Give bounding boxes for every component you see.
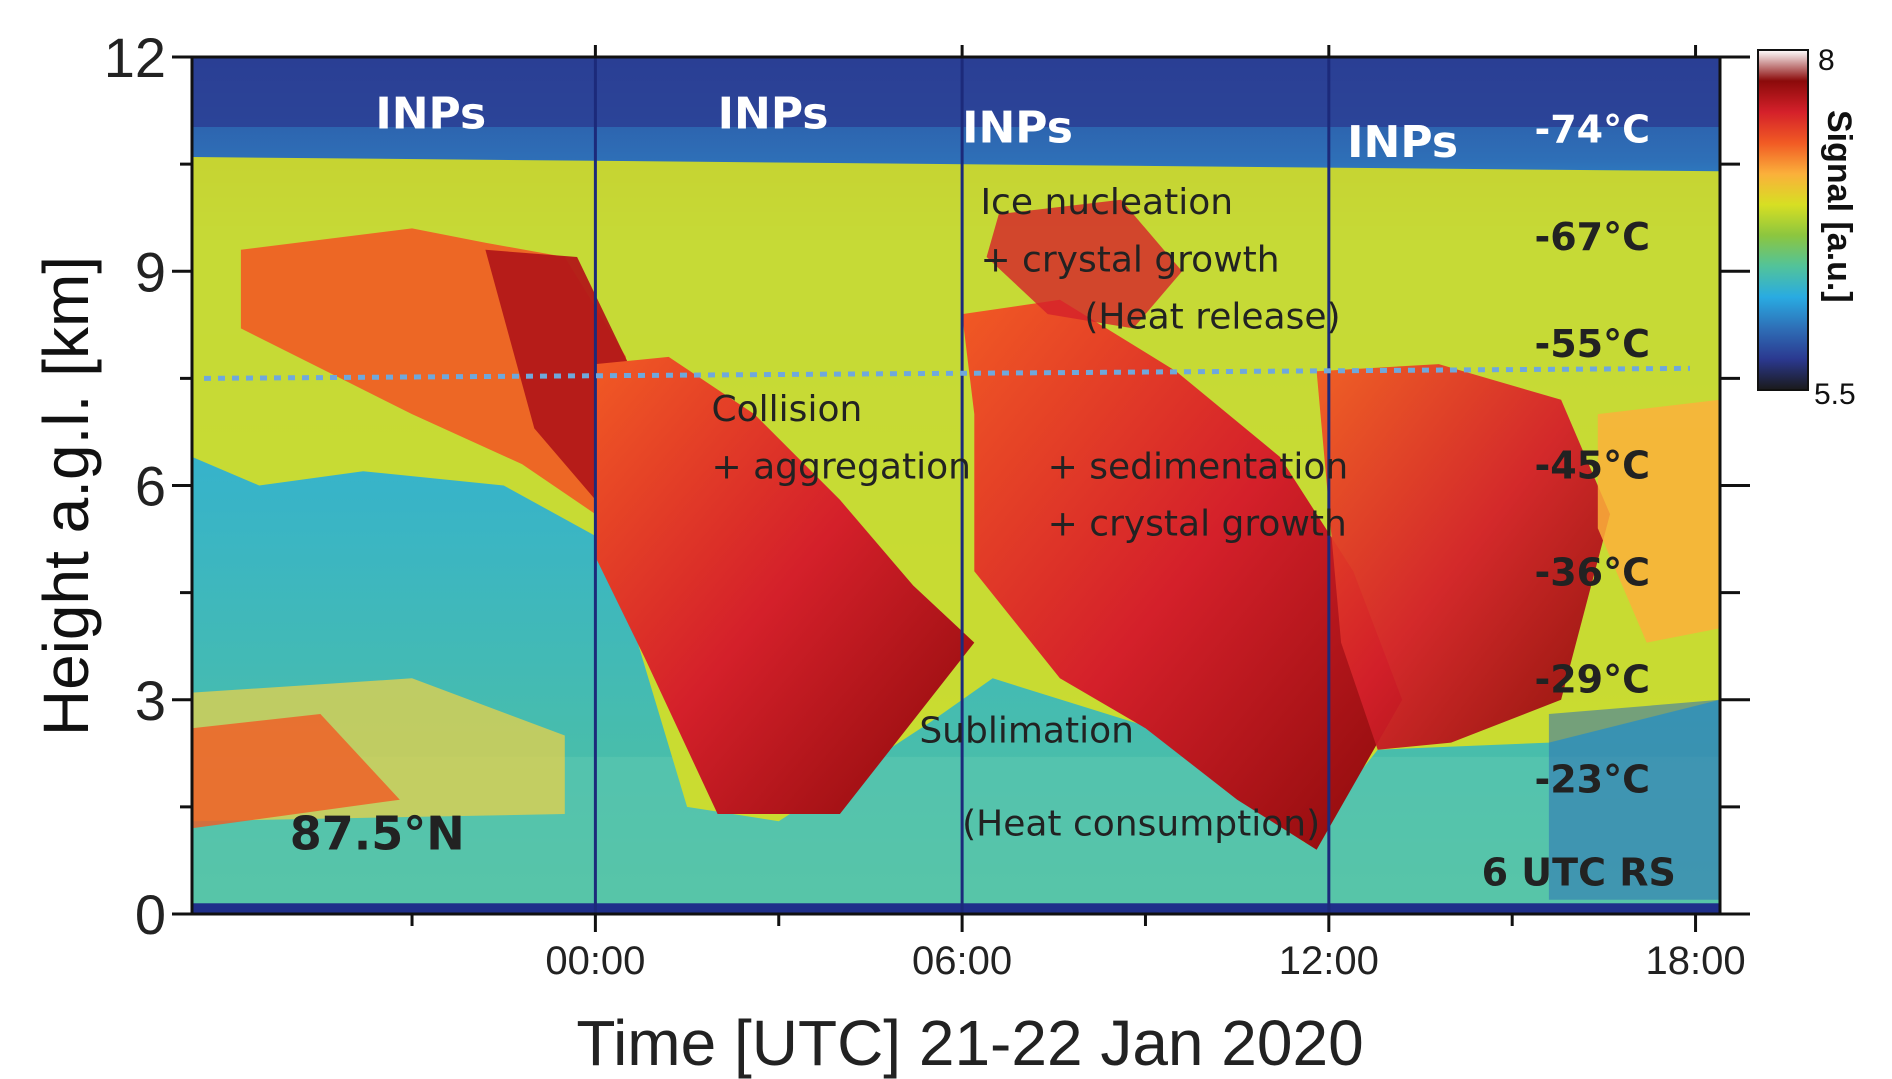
- y-tick-label-2: 6: [135, 455, 166, 518]
- colorbar-max-label: 8: [1818, 44, 1835, 77]
- annotation-heat-release: (Heat release): [1084, 296, 1340, 337]
- y-tick-label-0: 0: [135, 883, 166, 946]
- temperature-label-6: -23°C: [1534, 758, 1650, 802]
- temperature-labels: -74°C -67°C -55°C -45°C -36°C -29°C -23°C: [1534, 108, 1650, 802]
- annotation-inp-2: INPs: [718, 88, 829, 139]
- fallstreak-2: [962, 299, 1403, 850]
- annotation-sublimation: Sublimation: [919, 711, 1134, 752]
- temperature-label-4: -36°C: [1534, 550, 1650, 594]
- low-cloud-core: [192, 714, 400, 829]
- x-tick-label-0: 00:00: [545, 939, 645, 983]
- annotation-latitude: 87.5°N: [290, 807, 465, 861]
- x-tick-label-1: 06:00: [912, 939, 1012, 983]
- annotation-crystal-growth-1: + crystal growth: [980, 239, 1279, 280]
- annotation-inp-1: INPs: [375, 88, 486, 139]
- annotation-ice-nucleation: Ice nucleation: [980, 182, 1233, 223]
- fallstreak-1: [595, 356, 975, 814]
- upper-noise-band: [192, 57, 1720, 127]
- annotation-heat-consumption: (Heat consumption): [962, 803, 1320, 844]
- colorbar: 8 5.5 Signal [a.u.]: [1757, 44, 1858, 411]
- annotation-crystal-growth-2: + crystal growth: [1048, 503, 1347, 544]
- annotation-inp-3: INPs: [962, 103, 1073, 154]
- nucleation-patch: [986, 199, 1183, 329]
- y-tick-label-1: 3: [135, 669, 166, 732]
- heatmap-field: [192, 57, 1720, 914]
- y-axis-label: Height a.g.l. [km]: [30, 256, 102, 736]
- fallstreak-3: [1316, 364, 1610, 750]
- annotation-radiosonde: 6 UTC RS: [1482, 850, 1676, 894]
- late-cloud: [1597, 399, 1720, 643]
- radiosonde-column: [1548, 699, 1720, 900]
- colorbar-label: Signal [a.u.]: [1820, 110, 1858, 303]
- vertical-time-markers: [593, 57, 1331, 914]
- annotations: INPs INPs INPs INPs Ice nucleation + crystal …: [290, 88, 1676, 894]
- reference-height-line: [203, 365, 1691, 381]
- x-tick-label-2: 12:00: [1279, 939, 1379, 983]
- y-tick-label-3: 9: [135, 240, 166, 303]
- colorbar-min-label: 5.5: [1814, 378, 1856, 411]
- temperature-label-3: -45°C: [1534, 443, 1650, 487]
- annotation-aggregation: + aggregation: [712, 446, 971, 487]
- y-tick-label-4: 12: [104, 26, 166, 89]
- temperature-label-2: -55°C: [1534, 322, 1650, 366]
- ground-band: [192, 903, 1720, 914]
- annotation-sedimentation: + sedimentation: [1048, 446, 1349, 487]
- temperature-label-5: -29°C: [1534, 658, 1650, 702]
- y-axis: 0 3 6 9 12: [104, 26, 1750, 946]
- annotation-inp-4: INPs: [1347, 117, 1458, 168]
- temperature-label-0: -74°C: [1534, 108, 1650, 152]
- x-tick-label-3: 18:00: [1645, 939, 1745, 983]
- temperature-label-1: -67°C: [1534, 215, 1650, 259]
- x-axis-label: Time [UTC] 21-22 Jan 2020: [576, 1007, 1363, 1079]
- colorbar-scale: [1757, 49, 1809, 391]
- annotation-collision: Collision: [712, 389, 863, 430]
- x-axis: 00:00 06:00 12:00 18:00: [410, 45, 1746, 983]
